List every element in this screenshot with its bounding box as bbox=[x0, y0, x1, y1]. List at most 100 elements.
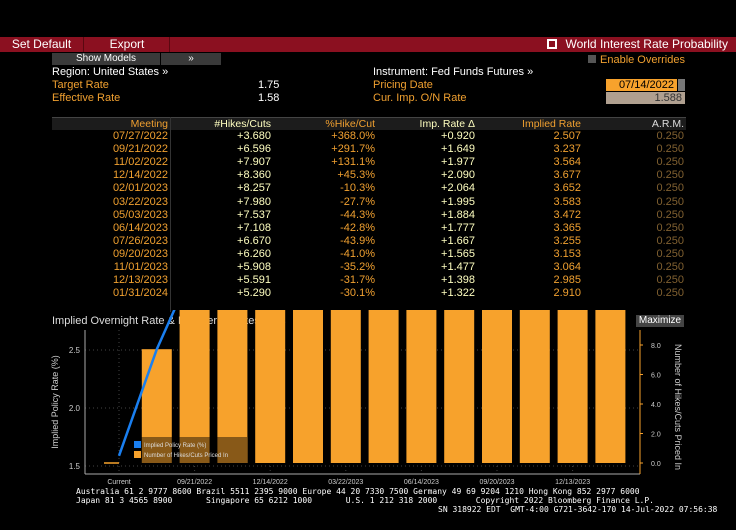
hikes-cuts: +7.980 bbox=[237, 195, 271, 208]
pricing-date-input[interactable]: 07/14/2022 bbox=[606, 79, 677, 91]
table-row[interactable]: 12/13/2023 +5.591 -31.7% +1.398 2.985 0.250 bbox=[52, 274, 686, 287]
implied-rate: 2.507 bbox=[553, 130, 581, 142]
effective-rate-label: Effective Rate bbox=[52, 92, 121, 104]
window-title: World Interest Rate Probability bbox=[547, 37, 728, 52]
arm: 0.250 bbox=[656, 169, 684, 182]
table-row[interactable]: 02/01/2023 +8.257 -10.3% +2.064 3.652 0.250 bbox=[52, 182, 686, 195]
table-row[interactable]: 06/14/2023 +7.108 -42.8% +1.777 3.365 0.250 bbox=[52, 222, 686, 235]
bar-11/01/2023 bbox=[519, 310, 550, 463]
rate-chart: 1.52.02.53.03.5Current09/21/202212/14/20… bbox=[50, 310, 683, 485]
implied-rate: 3.064 bbox=[553, 261, 581, 273]
pct-hike-cut: -35.2% bbox=[340, 261, 375, 273]
target-rate-label: Target Rate bbox=[52, 79, 109, 91]
implied-rate: 3.153 bbox=[553, 247, 581, 260]
x-tick-label: 12/14/2022 bbox=[253, 479, 288, 485]
effective-rate-value: 1.58 bbox=[258, 92, 280, 104]
x-tick-label: 12/13/2023 bbox=[555, 479, 590, 485]
pct-hike-cut: -41.0% bbox=[340, 247, 375, 260]
bar-05/03/2023 bbox=[368, 310, 399, 463]
hikes-cuts: +6.260 bbox=[237, 247, 271, 260]
meeting-date: 12/14/2022 bbox=[112, 169, 168, 182]
hikes-cuts: +6.670 bbox=[237, 234, 271, 247]
arm: 0.250 bbox=[656, 221, 684, 234]
x-tick-label: 03/22/2023 bbox=[328, 479, 363, 485]
region-selector[interactable]: Region: United States » bbox=[52, 66, 169, 78]
imp-rate-delta: +1.398 bbox=[441, 274, 475, 287]
meeting-date: 02/01/2023 bbox=[112, 182, 168, 195]
table-row[interactable]: 01/31/2024 +5.290 -30.1% +1.322 2.910 0.250 bbox=[52, 287, 686, 300]
x-tick-label: Current bbox=[107, 479, 130, 485]
table-row[interactable]: 09/21/2022 +6.596 +291.7% +1.649 3.237 0.250 bbox=[52, 143, 686, 156]
col-pct-hike[interactable]: %Hike/Cut bbox=[325, 118, 375, 130]
maximize-button[interactable]: Maximize bbox=[636, 315, 684, 327]
table-row[interactable]: 03/22/2023 +7.980 -27.7% +1.995 3.583 0.250 bbox=[52, 196, 686, 209]
hikes-cuts: +7.537 bbox=[237, 208, 271, 221]
bar-02/01/2023 bbox=[293, 310, 323, 463]
arm: 0.250 bbox=[656, 261, 684, 273]
pct-hike-cut: -30.1% bbox=[340, 287, 375, 300]
pct-hike-cut: +131.1% bbox=[331, 156, 375, 169]
table-row[interactable]: 07/26/2023 +6.670 -43.9% +1.667 3.255 0.250 bbox=[52, 235, 686, 248]
y2-tick-label: 0.0 bbox=[651, 461, 661, 468]
meeting-date: 01/31/2024 bbox=[112, 287, 168, 300]
external-link-icon[interactable] bbox=[547, 39, 558, 49]
hikes-cuts: +6.596 bbox=[237, 143, 271, 156]
legend-swatch-bar bbox=[134, 451, 141, 458]
hikes-cuts: +5.908 bbox=[237, 261, 271, 273]
export-button[interactable]: Export bbox=[85, 37, 170, 52]
table-row[interactable]: 07/27/2022 +3.680 +368.0% +0.920 2.507 0.250 bbox=[52, 130, 686, 143]
checkbox-icon bbox=[588, 55, 596, 63]
imp-rate-delta: +0.920 bbox=[441, 130, 475, 142]
col-imp-rate-delta[interactable]: Imp. Rate Δ bbox=[419, 118, 475, 130]
bar-01/31/2024 bbox=[595, 310, 626, 463]
bar-09/20/2023 bbox=[482, 310, 512, 463]
pct-hike-cut: -42.8% bbox=[340, 221, 375, 234]
y2-tick-label: 4.0 bbox=[651, 402, 661, 409]
x-tick-label: 09/20/2023 bbox=[479, 479, 514, 485]
col-arm[interactable]: A.R.M. bbox=[651, 118, 684, 130]
imp-rate-delta: +1.667 bbox=[441, 234, 475, 247]
expand-button[interactable]: » bbox=[161, 53, 221, 65]
y2-axis-label: Number of Hikes/Cuts Priced In bbox=[673, 344, 683, 470]
table-row[interactable]: 11/02/2022 +7.907 +131.1% +1.977 3.564 0.250 bbox=[52, 156, 686, 169]
footer-line-1: Australia 61 2 9777 8600 Brazil 5511 239… bbox=[76, 487, 640, 496]
instrument-selector[interactable]: Instrument: Fed Funds Futures » bbox=[373, 66, 534, 78]
arm: 0.250 bbox=[656, 208, 684, 221]
meeting-date: 03/22/2023 bbox=[112, 195, 168, 208]
col-hikes[interactable]: #Hikes/Cuts bbox=[214, 118, 271, 130]
calendar-icon[interactable] bbox=[678, 79, 685, 91]
footer-line-2: Japan 81 3 4565 8900 Singapore 65 6212 1… bbox=[76, 496, 654, 505]
pct-hike-cut: -27.7% bbox=[340, 195, 375, 208]
imp-rate-delta: +1.777 bbox=[441, 221, 475, 234]
table-row[interactable]: 12/14/2022 +8.360 +45.3% +2.090 3.677 0.250 bbox=[52, 169, 686, 182]
footer-line-3: SN 318922 EDT GMT-4:00 G721-3642-170 14-… bbox=[438, 505, 718, 514]
title-text: World Interest Rate Probability bbox=[565, 37, 728, 51]
arm: 0.250 bbox=[656, 287, 684, 300]
meeting-date: 07/26/2023 bbox=[112, 234, 168, 247]
meeting-date: 12/13/2023 bbox=[112, 274, 168, 287]
col-meeting[interactable]: Meeting bbox=[130, 118, 168, 130]
implied-rate: 3.365 bbox=[553, 221, 581, 234]
pct-hike-cut: -10.3% bbox=[340, 182, 375, 195]
bar-12/14/2022 bbox=[255, 310, 286, 463]
imp-rate-delta: +2.064 bbox=[441, 182, 475, 195]
enable-overrides-checkbox[interactable]: Enable Overrides bbox=[588, 54, 685, 66]
hikes-cuts: +7.108 bbox=[237, 221, 271, 234]
show-models-button[interactable]: Show Models bbox=[52, 53, 160, 65]
pct-hike-cut: -31.7% bbox=[340, 274, 375, 287]
meeting-date: 09/21/2022 bbox=[112, 143, 168, 156]
meeting-date: 05/03/2023 bbox=[112, 208, 168, 221]
hikes-cuts: +7.907 bbox=[237, 156, 271, 169]
cur-imp-input[interactable]: 1.588 bbox=[606, 92, 685, 104]
pct-hike-cut: +368.0% bbox=[331, 130, 375, 142]
pct-hike-cut: -43.9% bbox=[340, 234, 375, 247]
arm: 0.250 bbox=[656, 143, 684, 156]
col-implied-rate[interactable]: Implied Rate bbox=[522, 118, 581, 130]
table-row[interactable]: 09/20/2023 +6.260 -41.0% +1.565 3.153 0.250 bbox=[52, 248, 686, 261]
table-header: Meeting #Hikes/Cuts %Hike/Cut Imp. Rate … bbox=[52, 117, 686, 130]
arm: 0.250 bbox=[656, 234, 684, 247]
table-row[interactable]: 05/03/2023 +7.537 -44.3% +1.884 3.472 0.250 bbox=[52, 209, 686, 222]
set-default-button[interactable]: Set Default bbox=[0, 37, 84, 52]
implied-rate: 3.472 bbox=[553, 208, 581, 221]
table-row[interactable]: 11/01/2023 +5.908 -35.2% +1.477 3.064 0.250 bbox=[52, 261, 686, 274]
